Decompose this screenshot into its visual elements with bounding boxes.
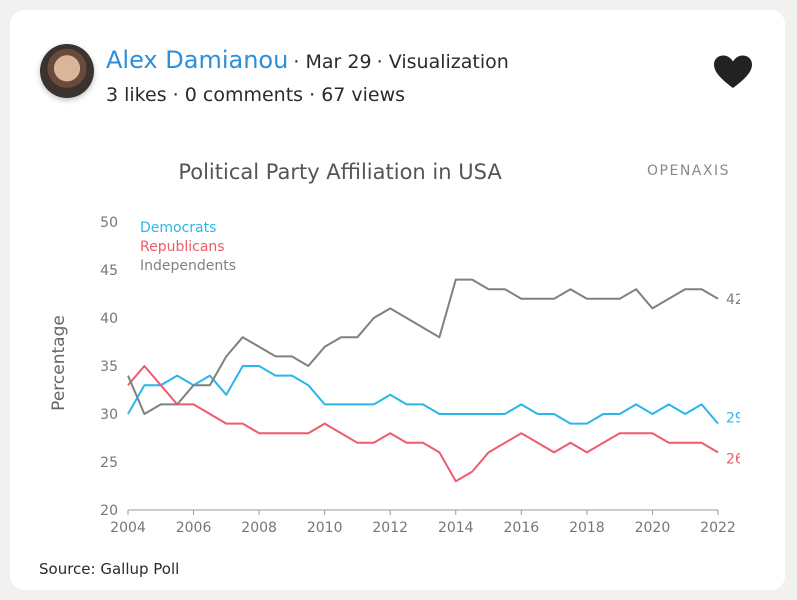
- y-tick-label: 30: [100, 407, 118, 423]
- x-tick-label: 2018: [569, 520, 605, 536]
- party-affiliation-chart: Political Party Affiliation in USA OPENA…: [49, 160, 740, 536]
- y-tick-label: 25: [100, 455, 118, 471]
- y-tick-label: 20: [100, 503, 118, 519]
- legend-item-independents: Independents: [140, 258, 236, 274]
- post-date: Mar 29: [305, 51, 372, 73]
- post-category[interactable]: Visualization: [388, 51, 509, 73]
- legend: Democrats Republicans Independents: [140, 220, 236, 274]
- y-tick-label: 35: [100, 359, 118, 375]
- post-stats: 3 likes · 0 comments · 67 views: [106, 84, 405, 106]
- end-labels: 29 26 42: [726, 292, 740, 468]
- views-count: 67 views: [321, 84, 406, 106]
- x-tick-label: 2012: [372, 520, 408, 536]
- x-tick-label: 2008: [241, 520, 277, 536]
- x-tick-label: 2020: [635, 520, 671, 536]
- y-tick-label: 45: [100, 263, 118, 279]
- post-card: Alex Damianou · Mar 29 · Visualization 3…: [10, 10, 785, 590]
- x-tick-label: 2014: [438, 520, 474, 536]
- series-line-republicans: [127, 365, 719, 483]
- series-line-democrats: [127, 365, 719, 425]
- stats-separator: ·: [309, 84, 322, 106]
- series-lines: [127, 278, 719, 483]
- y-axis-label: Percentage: [49, 315, 69, 411]
- x-tick-label: 2016: [504, 520, 540, 536]
- x-tick-label: 2006: [176, 520, 212, 536]
- post-header: Alex Damianou · Mar 29 · Visualization: [106, 46, 509, 74]
- legend-item-democrats: Democrats: [140, 220, 216, 236]
- author-avatar[interactable]: [40, 44, 94, 98]
- brand-logo: OPENAXIS: [647, 163, 730, 179]
- heart-icon[interactable]: [713, 54, 753, 90]
- axes: 20 25 30 35 40 45 50 2004 2006 2008 2010 2012 2014 20…: [100, 215, 736, 536]
- author-name-link[interactable]: Alex Damianou: [106, 46, 289, 74]
- x-tick-label: 2022: [700, 520, 736, 536]
- meta-separator: ·: [293, 51, 306, 73]
- series-line-independents: [127, 278, 719, 415]
- x-tick-label: 2010: [307, 520, 343, 536]
- comments-count: 0 comments: [184, 84, 304, 106]
- end-label-republicans: 26: [726, 451, 740, 467]
- meta-separator: ·: [376, 51, 389, 73]
- chart-title: Political Party Affiliation in USA: [178, 160, 502, 184]
- end-label-democrats: 29: [726, 411, 740, 427]
- y-tick-label: 40: [100, 311, 118, 327]
- x-tick-label: 2004: [110, 520, 146, 536]
- end-label-independents: 42: [726, 292, 740, 308]
- source-note: Source: Gallup Poll: [39, 560, 180, 578]
- stats-separator: ·: [172, 84, 185, 106]
- legend-item-republicans: Republicans: [140, 239, 225, 255]
- likes-count: 3 likes: [106, 84, 167, 106]
- y-tick-label: 50: [100, 215, 118, 231]
